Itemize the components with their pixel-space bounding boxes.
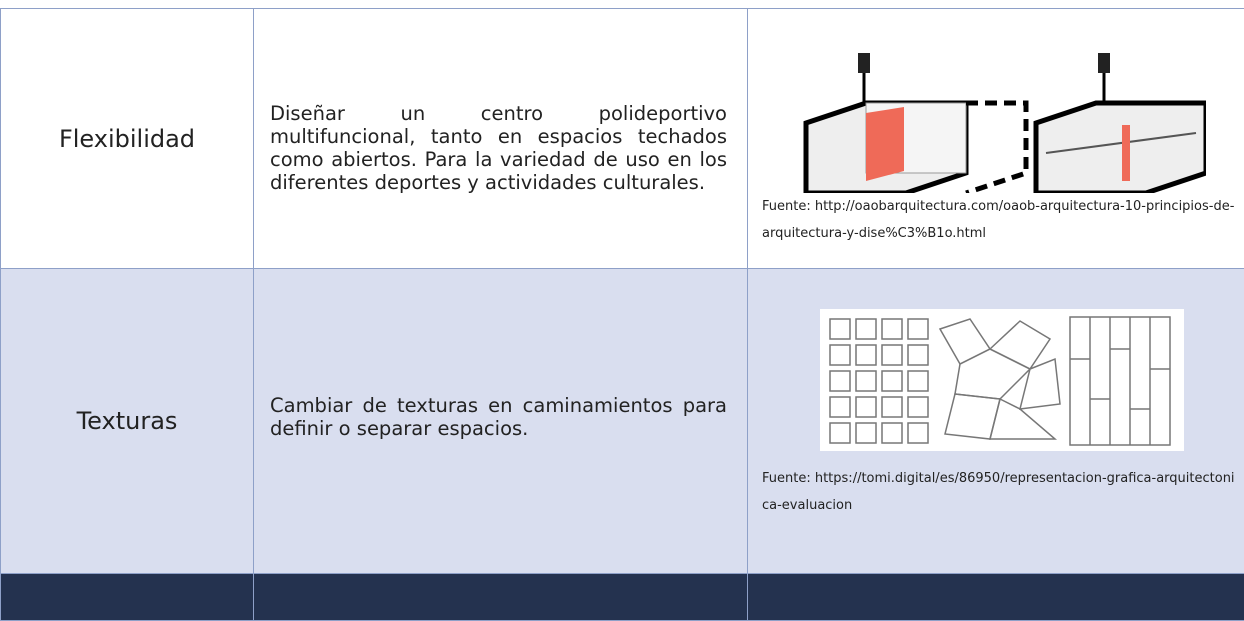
label: Flexibilidad	[59, 125, 195, 153]
image-cell: Fuente: https://tomi.digital/es/86950/re…	[748, 269, 1244, 574]
row	[1, 574, 1244, 621]
row: Flexibilidad Diseñar un centro polidepor…	[1, 9, 1244, 269]
label: Texturas	[77, 407, 178, 435]
image-cell: Fuente: http://oaobarquitectura.com/oaob…	[748, 9, 1244, 269]
illustration	[820, 309, 1184, 451]
description: Diseñar un centro polideportivo multifun…	[270, 102, 727, 194]
description-cell: Cambiar de texturas en caminamientos par…	[254, 269, 748, 574]
description: Cambiar de texturas en caminamientos par…	[270, 394, 727, 440]
cell	[748, 574, 1244, 621]
cell	[254, 574, 748, 621]
source: Fuente: https://tomi.digital/es/86950/re…	[762, 465, 1239, 519]
table: Flexibilidad Diseñar un centro polidepor…	[0, 8, 1244, 621]
label-cell: Flexibilidad	[1, 9, 254, 269]
description-cell: Diseñar un centro polideportivo multifun…	[254, 9, 748, 269]
source: Fuente: http://oaobarquitectura.com/oaob…	[762, 193, 1239, 247]
cell	[1, 574, 254, 621]
row: Texturas Cambiar de texturas en caminami…	[1, 269, 1244, 574]
illustration	[786, 43, 1206, 193]
label-cell: Texturas	[1, 269, 254, 574]
